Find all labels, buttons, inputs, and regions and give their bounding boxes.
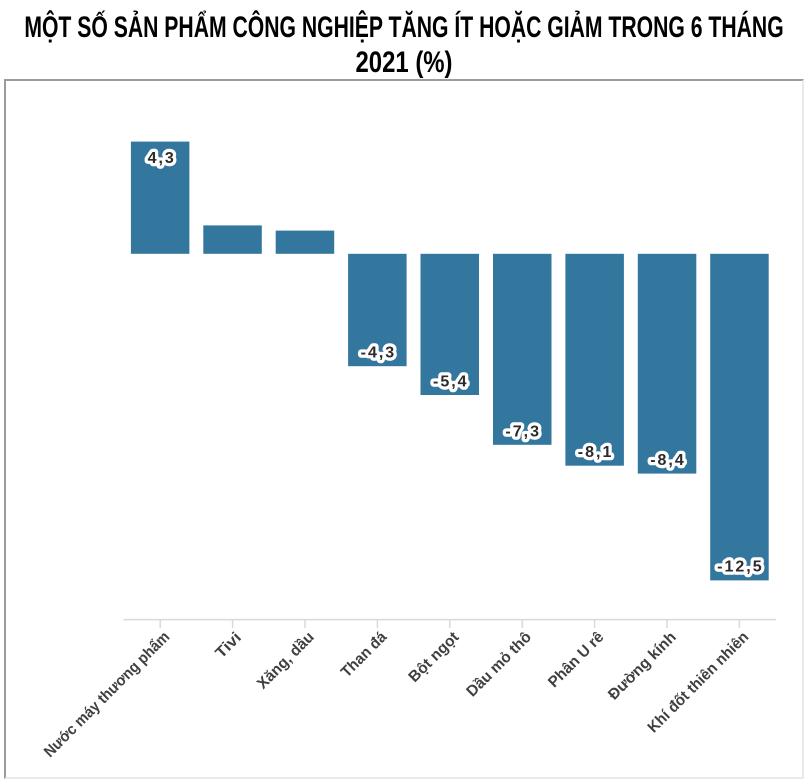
svg-text:Xăng, dầu: Xăng, dầu: [254, 629, 318, 693]
svg-text:Nước máy thương phẩm: Nước máy thương phẩm: [41, 628, 174, 761]
svg-text:-7,3: -7,3: [505, 423, 541, 440]
svg-text:-8,4: -8,4: [650, 452, 686, 469]
svg-text:Tivi: Tivi: [212, 629, 245, 662]
svg-text:-5,4: -5,4: [433, 374, 469, 391]
svg-text:-8,1: -8,1: [578, 444, 614, 461]
svg-text:4,3: 4,3: [148, 150, 176, 167]
svg-text:-4,3: -4,3: [361, 345, 397, 362]
svg-text:Đường kính: Đường kính: [605, 629, 680, 704]
svg-text:-12,5: -12,5: [717, 559, 763, 576]
svg-text:Than đá: Than đá: [338, 628, 391, 681]
svg-text:Phân U rê: Phân U rê: [545, 628, 608, 691]
svg-text:Dầu mỏ thô: Dầu mỏ thô: [463, 629, 535, 701]
svg-text:Bột ngọt: Bột ngọt: [405, 629, 462, 686]
